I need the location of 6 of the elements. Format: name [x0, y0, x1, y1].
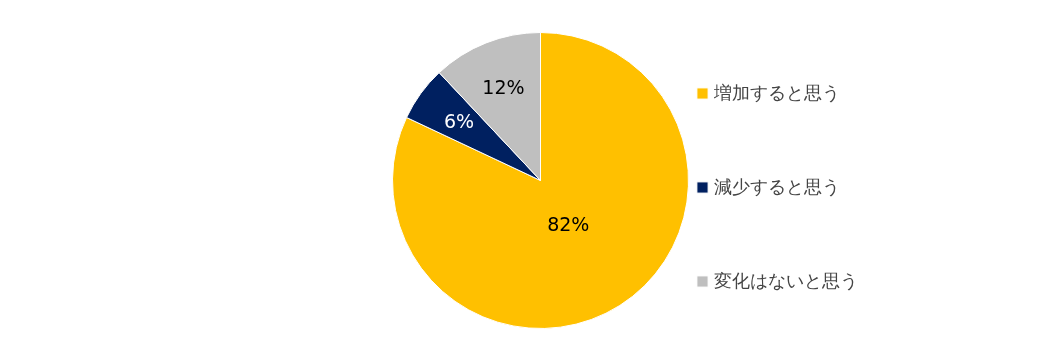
data-label: 82% [547, 213, 590, 236]
legend-label: 減少すると思う [714, 175, 840, 199]
legend-label: 変化はないと思う [714, 269, 858, 293]
legend-label: 増加すると思う [714, 81, 840, 105]
data-label: 12% [482, 75, 525, 98]
data-label: 6% [444, 110, 475, 133]
